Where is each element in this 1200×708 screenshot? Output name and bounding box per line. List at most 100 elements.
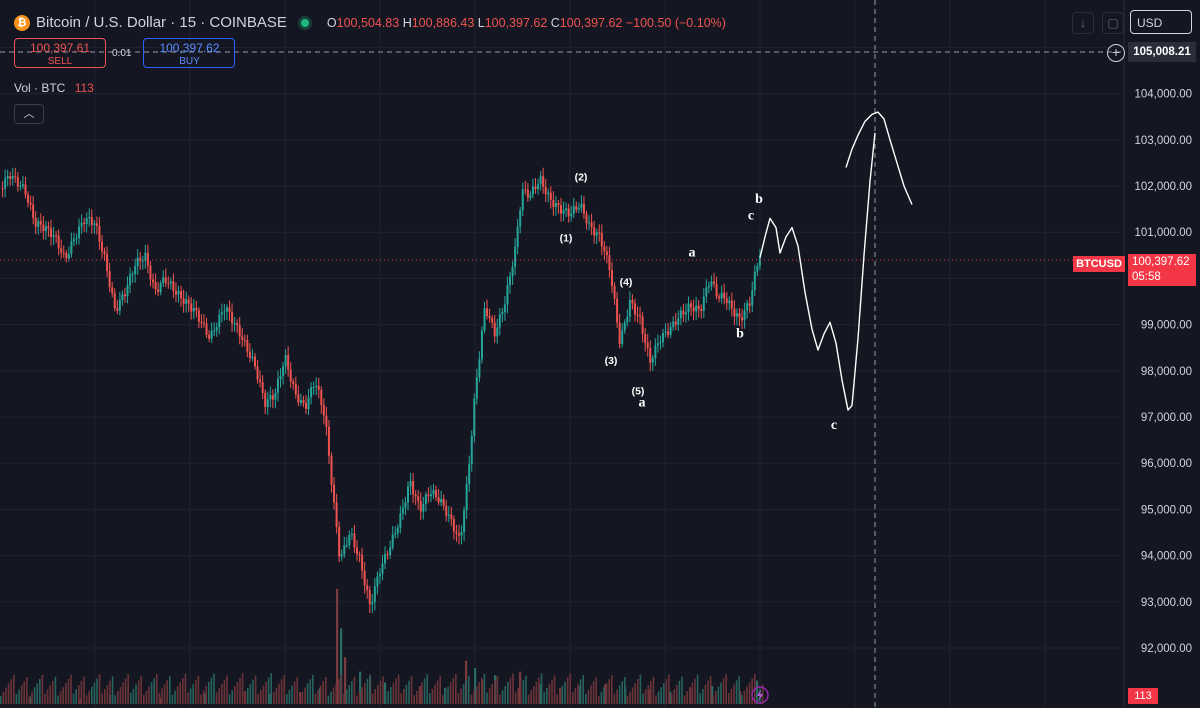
volume-bar [132,688,135,704]
candle-body [684,312,687,315]
projection-drawing [759,132,876,411]
volume-bar [109,680,111,704]
volume-bar [663,683,665,704]
candle-body [600,233,603,247]
volume-bar [616,689,618,704]
candle-body [458,533,460,536]
candle-body [633,303,636,315]
collapse-legend-button[interactable]: ︿ [14,104,44,124]
volume-bar [756,692,759,704]
add-plus-icon[interactable]: + [1107,44,1125,62]
volume-bar [504,686,506,704]
candle-body [662,332,664,342]
candle-body [414,494,417,497]
volume-bar [608,679,610,704]
sell-button[interactable]: 100,397.61 SELL [14,38,106,68]
volume-bar [546,688,548,704]
candle-body [697,305,700,310]
maximize-square-icon[interactable]: ▢ [1102,12,1124,34]
candle-body [595,232,598,236]
candle-body [475,377,478,399]
symbol-title[interactable]: Bitcoin / U.S. Dollar · 15 · COINBASE [36,14,287,31]
volume-bar [746,686,748,704]
candle-body [141,260,144,262]
candle-body [335,502,338,527]
wave-label: (5) [632,385,645,397]
candle-body [259,379,262,383]
candle-body [129,274,132,286]
candle-body [238,325,241,337]
candle-body [575,206,578,210]
wave-label: (1) [560,232,573,244]
candle-body [65,252,68,259]
candle-body [534,186,537,190]
candle-body [746,303,749,311]
chevron-up-icon: ︿ [23,108,35,120]
candle-body [725,298,728,303]
volume-bar [585,694,587,704]
volume-bar [280,679,283,704]
download-arrow-icon[interactable]: ↓ [1072,12,1094,34]
y-tick-label: 101,000.00 [1134,227,1192,239]
volume-bar [540,673,543,704]
volume-bar [344,657,347,704]
volume-bar [114,695,116,704]
volume-bar [741,695,743,704]
volume-bar [514,692,517,704]
candle-body [646,342,649,348]
bitcoin-logo-icon: ₿ [14,14,30,31]
volume-bar [382,676,384,704]
open-value: 100,504.83 [336,15,400,30]
candle-body [537,184,540,190]
candle-body [19,186,22,188]
candle-body [539,176,542,185]
y-tick-label: 97,000.00 [1141,412,1192,424]
volume-bar [569,673,571,704]
volume-bar [447,686,449,704]
y-tick-label: 99,000.00 [1141,320,1192,332]
volume-bar [309,679,311,704]
volume-bar [501,690,504,704]
volume-legend[interactable]: Vol · BTC 113 [14,81,94,95]
volume-bar [163,684,166,704]
volume-bar [275,687,278,704]
volume-bar [473,690,475,704]
volume-bar [564,681,566,704]
candle-body [488,315,491,319]
candle-body [639,314,642,317]
volume-bar [210,677,213,704]
candle-body [455,531,458,534]
volume-legend-value: 113 [74,81,94,95]
volume-bar [267,677,270,704]
volume-bar [312,675,314,704]
volume-bar [452,678,454,704]
close-key: C [550,15,560,30]
volume-bar [488,688,491,704]
candle-body [358,554,361,556]
candle-body [498,314,501,328]
candle-body [169,281,172,284]
candle-body [98,225,101,242]
volume-bar [379,680,382,704]
volume-bar [20,685,23,704]
candle-body [623,322,626,331]
candle-body [603,246,606,252]
candle-body [157,289,160,293]
candle-body [715,283,718,297]
volume-bar [119,686,122,704]
volume-bar [559,690,561,704]
volume-bar [296,677,298,704]
volume-bar [361,687,363,704]
volume-bar [304,687,306,704]
wave-label: (4) [620,276,633,288]
candle-body [524,189,527,191]
volume-bar [249,683,252,704]
volume-bar [748,682,751,704]
candle-body [52,235,55,238]
buy-button[interactable]: 100,397.62 BUY [143,38,236,68]
candle-body [246,340,249,352]
volume-bar [15,693,18,704]
currency-select[interactable]: USD [1130,10,1192,34]
